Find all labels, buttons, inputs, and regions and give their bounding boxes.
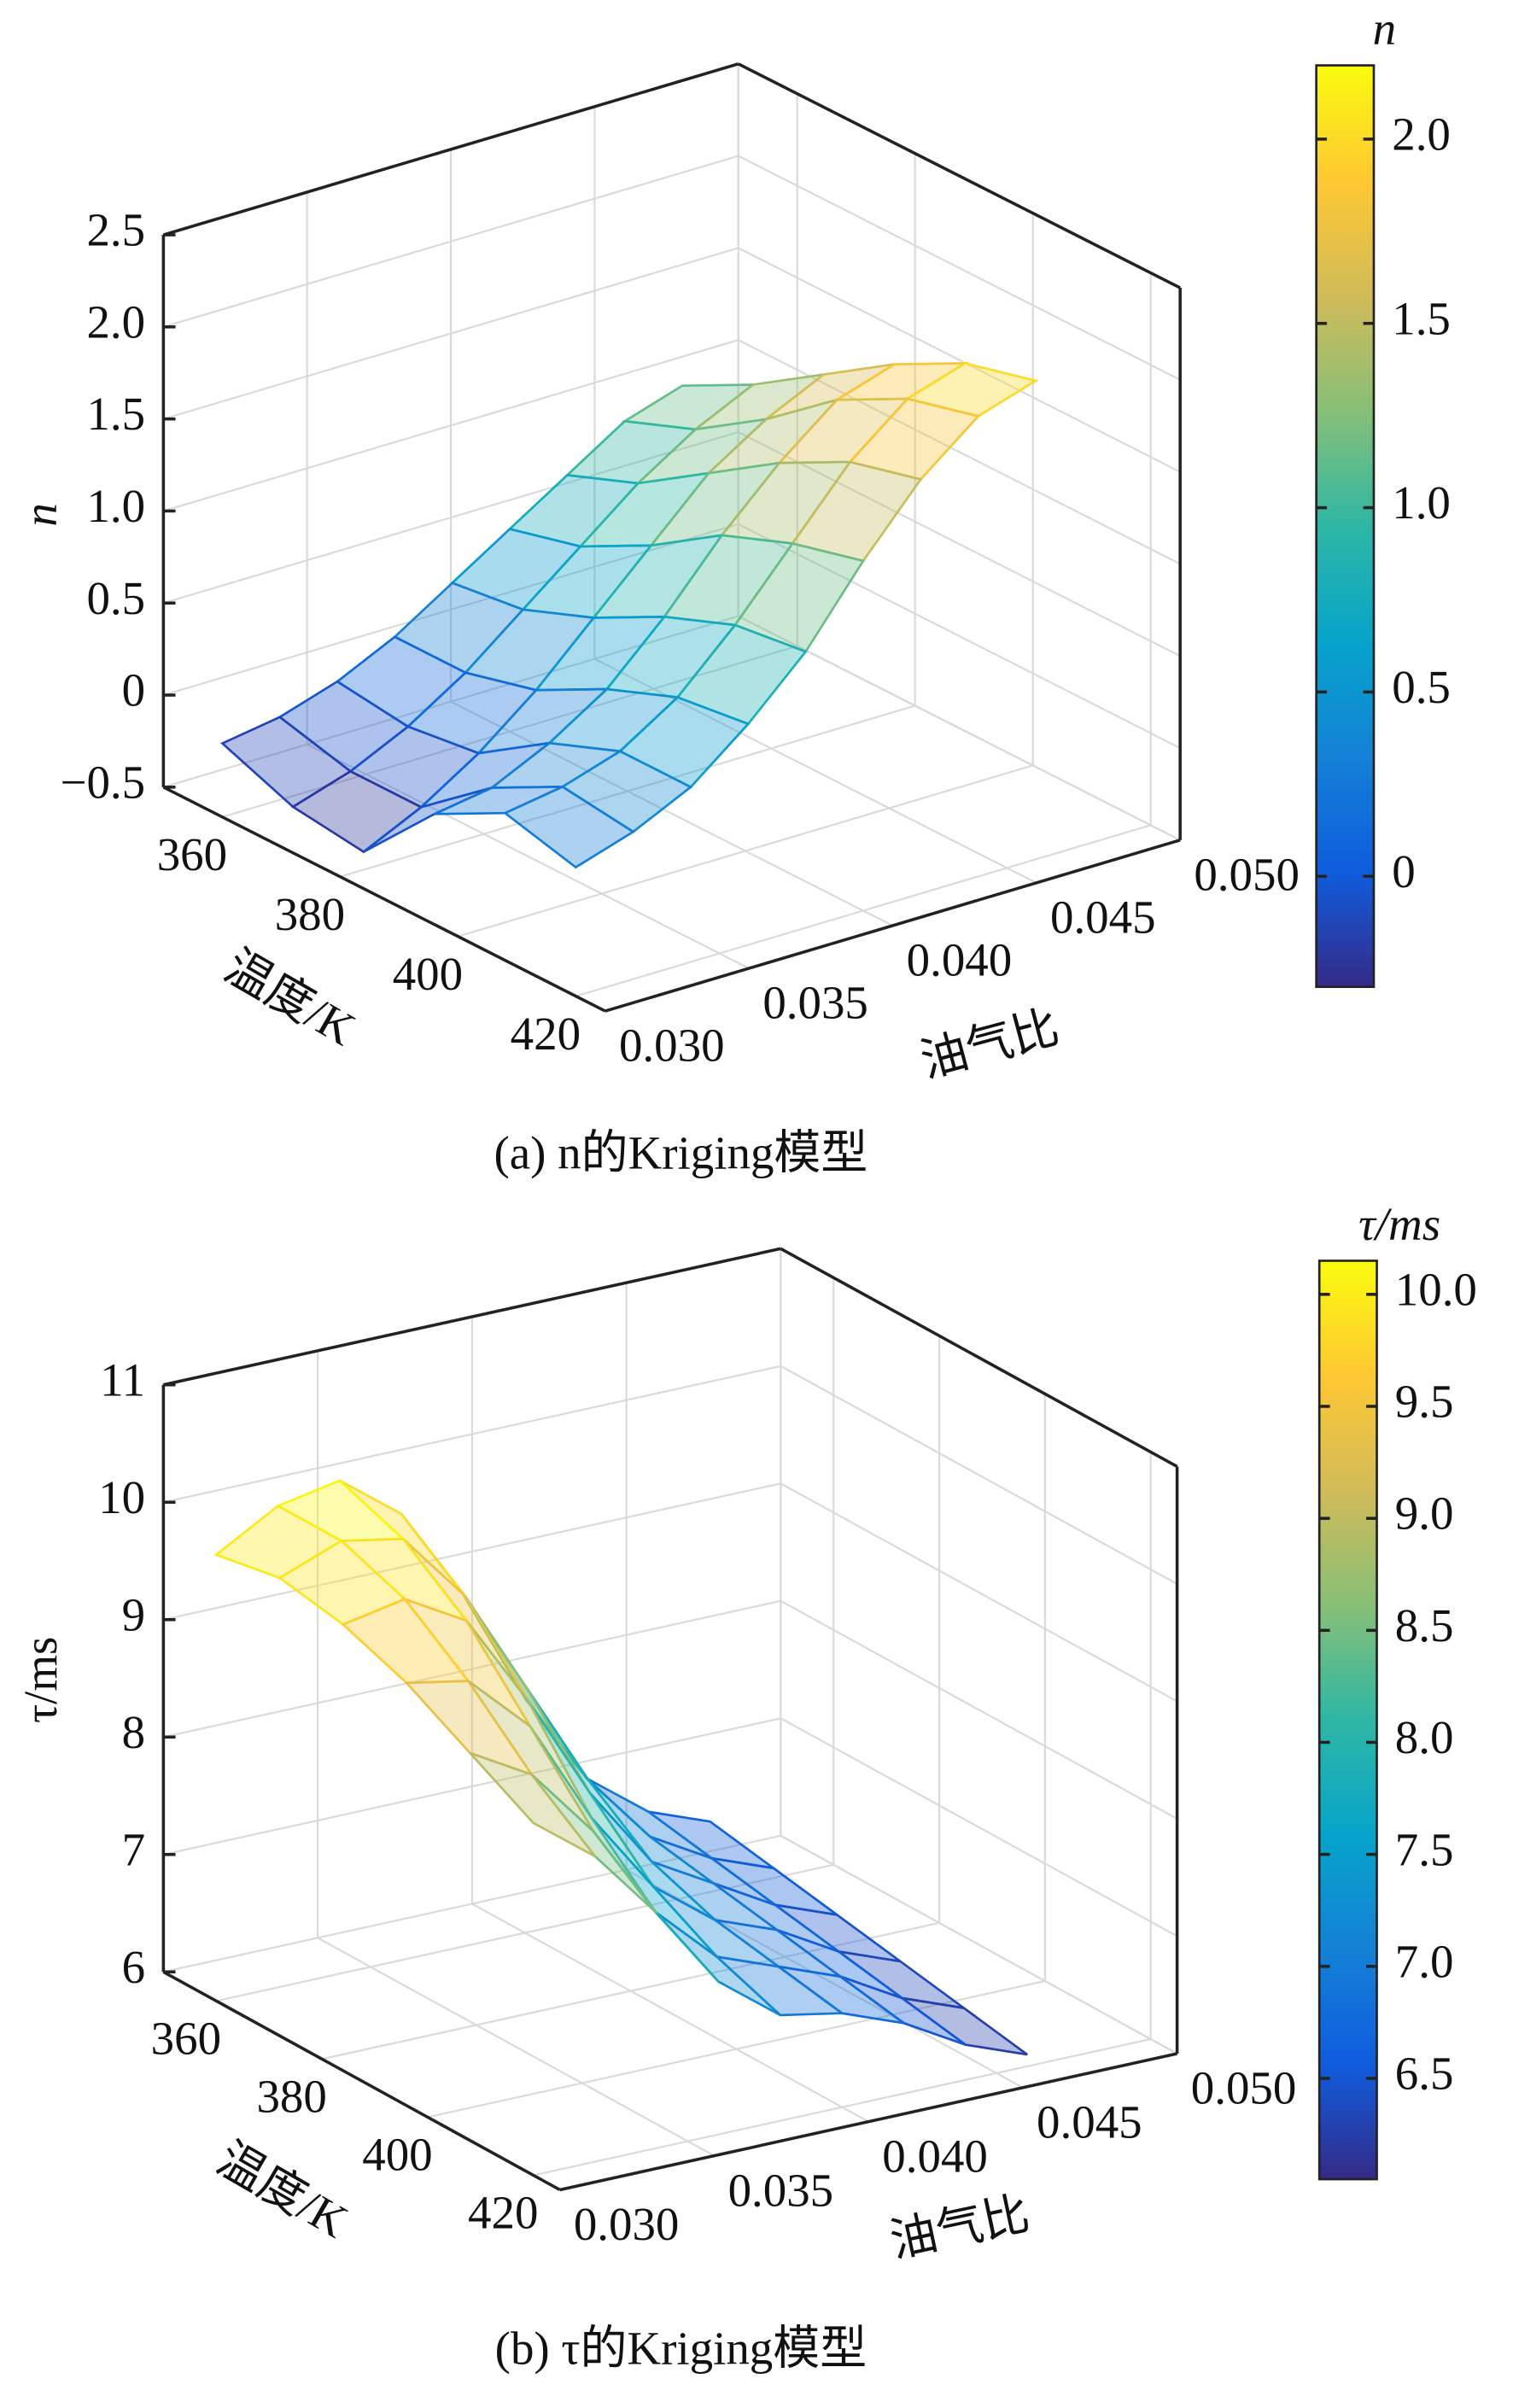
grid-line [738,155,1181,381]
x-tick-label: 0.035 [728,2164,834,2216]
z-axis-label: τ/ms [15,1637,67,1723]
grid-line [317,1937,715,2157]
z-tick-label: 2.0 [86,295,145,348]
caption: (a) n的Kriging模型 [494,1127,868,1179]
grid-line [458,764,1033,938]
z-tick-label: 2.5 [86,204,145,256]
y-tick-label: 380 [275,888,345,940]
grid-line [780,1482,1178,1703]
caption: (b) τ的Kriging模型 [495,2322,867,2374]
x-tick-label: 0.040 [907,934,1013,986]
x-tick-label: 0.050 [1194,849,1300,901]
x-tick-label: 0.045 [1050,891,1156,944]
surface-cell [469,1751,597,1858]
axis-line [162,1247,781,1387]
y-tick-label: 400 [393,948,463,1000]
grid-line [780,1717,1178,1938]
colorbar-tick-label: 8.0 [1395,1711,1454,1763]
grid-line [450,700,893,926]
colorbar-tick-label: 9.0 [1395,1487,1454,1540]
surface [213,1479,1028,2056]
x-tick-label: 0.030 [619,1020,725,1072]
grid-line [307,743,750,969]
colorbar-tick-label: 0 [1392,845,1415,897]
axis-line [559,2052,1177,2192]
x-tick-label: 0.030 [574,2198,680,2250]
grid-line [340,704,916,878]
grid-line [321,1921,940,2060]
z-tick-label: 9 [122,1588,145,1640]
z-tick-label: 1.5 [86,388,145,440]
grid-line [216,1863,834,2002]
colorbar-tick-label: 7.0 [1395,1935,1454,1987]
z-tick-label: 0 [122,664,145,716]
colorbar-tick-label: 1.5 [1392,292,1451,344]
grid-line [780,1365,1178,1585]
colorbar-label: n [1373,3,1396,55]
colorbar-tick-label: 0.5 [1392,661,1451,713]
z-tick-label: −0.5 [60,756,145,808]
y-tick-label: 360 [151,2013,221,2065]
x-axis-label: 油气比 [885,2187,1034,2267]
grid-line [780,1599,1178,1820]
grid-line [533,2037,1151,2177]
grid-line [222,645,798,818]
colorbar-tick-label: 1.0 [1392,476,1451,529]
y-tick-label: 380 [256,2071,326,2123]
colorbar-tick-label: 6.5 [1395,2048,1454,2100]
grid-line [738,615,1181,841]
surface-cell [502,785,636,869]
colorbar-label: τ/ms [1358,1198,1440,1250]
axis-line [162,786,606,1013]
x-tick-label: 0.035 [762,977,868,1029]
colorbar-tick-label: 7.5 [1395,1823,1454,1875]
y-axis-label: 温度/K [216,940,364,1055]
colorbar [1315,64,1376,989]
z-tick-label: 6 [122,1941,145,1993]
y-tick-label: 360 [157,828,227,880]
colorbar-tick-label: 8.5 [1395,1599,1454,1651]
grid-line [626,1868,1024,2089]
z-tick-label: 0.5 [86,572,145,624]
colorbar-tick-label: 10.0 [1395,1263,1477,1315]
z-axis-label: n [15,503,67,526]
z-tick-label: 1.0 [86,480,145,532]
grid-line [738,339,1181,565]
axis-line [780,1247,1178,1468]
y-tick-label: 400 [362,2129,432,2181]
y-tick-label: 420 [511,1008,581,1060]
colorbar-tick-label: 2.0 [1392,108,1451,161]
z-tick-label: 7 [122,1823,145,1875]
z-tick-label: 10 [98,1471,145,1523]
grid-line [575,824,1151,997]
axis-line [737,62,1181,289]
surface [219,362,1039,869]
axis-line [605,839,1181,1013]
x-tick-label: 0.050 [1191,2062,1297,2114]
x-tick-label: 0.040 [882,2130,988,2182]
y-tick-label: 420 [468,2187,538,2239]
x-axis-label: 油气比 [915,1001,1065,1088]
axis-line [162,1970,561,2192]
colorbar-tick-label: 9.5 [1395,1376,1454,1428]
colorbar [1317,1260,1378,2181]
z-tick-label: 8 [122,1706,145,1758]
grid-line [471,1902,869,2123]
grid-line [738,431,1181,658]
grid-line [738,247,1181,473]
axis-line [162,62,739,237]
z-tick-label: 11 [100,1353,145,1406]
y-axis-label: 温度/K [208,2132,356,2247]
grid-line [738,523,1181,749]
x-tick-label: 0.045 [1037,2096,1142,2148]
grid-line [780,1834,1178,2054]
